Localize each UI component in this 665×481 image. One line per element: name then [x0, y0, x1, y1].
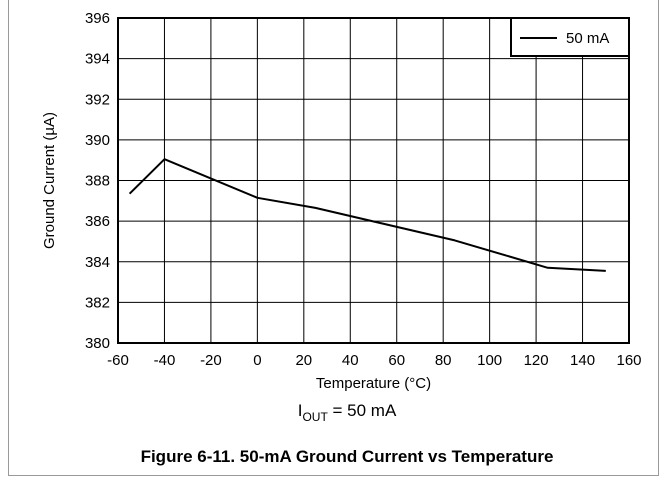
- y-tick-label: 396: [85, 10, 110, 27]
- x-tick-label: -40: [154, 352, 176, 369]
- x-tick-labels: -60 -40 -20 0 20 40 60 80 100 120 140 160: [107, 352, 641, 369]
- figure-frame: [8, 0, 659, 476]
- condition-suffix: = 50 mA: [328, 401, 397, 420]
- y-tick-label: 382: [85, 294, 110, 311]
- data-point: [605, 270, 607, 272]
- y-tick-labels: 380 382 384 386 388 390 392 394 396: [85, 10, 110, 352]
- series-line-50ma: [128, 158, 606, 272]
- condition-prefix: I: [298, 401, 303, 420]
- x-tick-label: -20: [200, 352, 222, 369]
- data-point: [163, 158, 165, 160]
- y-tick-label: 392: [85, 91, 110, 108]
- data-point: [256, 197, 258, 199]
- x-tick-label: 160: [616, 352, 641, 369]
- y-tick-label: 394: [85, 51, 110, 68]
- data-point: [547, 267, 549, 269]
- y-tick-label: 388: [85, 173, 110, 190]
- x-tick-label: 120: [524, 352, 549, 369]
- x-tick-label: 20: [295, 352, 312, 369]
- y-axis-label: Ground Current (µA): [41, 112, 58, 249]
- legend: 50 mA: [510, 17, 630, 57]
- y-tick-label: 380: [85, 335, 110, 352]
- x-tick-label: 80: [435, 352, 452, 369]
- legend-label-50ma: 50 mA: [566, 30, 609, 47]
- x-axis-label: Temperature (°C): [316, 375, 431, 392]
- y-tick-label: 390: [85, 132, 110, 149]
- y-tick-label: 384: [85, 254, 110, 271]
- data-point: [314, 207, 316, 209]
- figure-caption: Figure 6-11. 50-mA Ground Current vs Tem…: [141, 447, 554, 466]
- data-point: [129, 193, 131, 195]
- grid-lines: [117, 17, 630, 344]
- y-tick-label: 386: [85, 213, 110, 230]
- x-tick-label: 100: [477, 352, 502, 369]
- x-tick-label: -60: [107, 352, 129, 369]
- data-point: [454, 239, 456, 241]
- test-condition: IOUT = 50 mA: [298, 401, 397, 424]
- x-tick-label: 60: [388, 352, 405, 369]
- x-tick-label: 0: [253, 352, 261, 369]
- x-tick-label: 140: [570, 352, 595, 369]
- series-layer: [128, 158, 607, 272]
- plot-border: [117, 17, 630, 344]
- condition-subscript: OUT: [302, 410, 328, 424]
- x-tick-label: 40: [342, 352, 359, 369]
